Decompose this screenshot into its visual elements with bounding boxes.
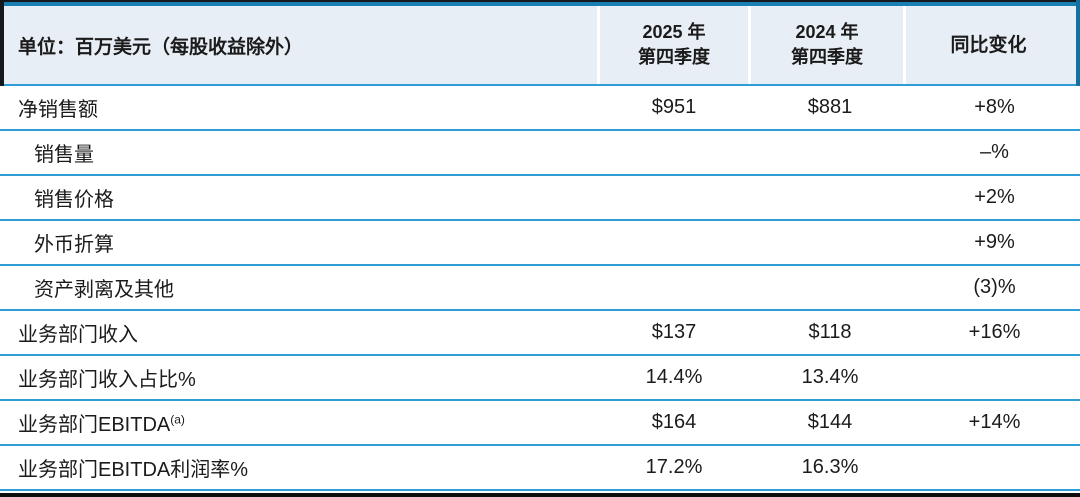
row-label-text: 业务部门收入: [18, 324, 138, 346]
value-q4-2025: $951: [651, 96, 697, 118]
row-label: 业务部门EBITDA利润率%: [0, 453, 597, 482]
screenshot-left-edge: [0, 0, 4, 86]
table-row: 业务部门EBITDA(a) $164 $144 +14%: [0, 401, 1080, 446]
row-label: 业务部门收入占比%: [0, 363, 597, 392]
units-header-cell: 单位：百万美元（每股收益除外）: [18, 36, 304, 58]
table-header-row: 单位：百万美元（每股收益除外） 2025 年 第四季度 2024 年 第四季度 …: [0, 6, 1080, 86]
value-q4-2024: 13.4%: [801, 366, 859, 388]
value-q4-2024: $118: [808, 321, 852, 343]
row-label-text: 外币折算: [34, 234, 114, 256]
row-label: 净销售额: [0, 93, 597, 122]
column-header-q4-2024: 2024 年 第四季度: [748, 6, 903, 84]
value-yoy-change: +2%: [974, 186, 1015, 208]
value-yoy-change: –%: [980, 141, 1009, 163]
value-q4-2025: $164: [651, 411, 697, 433]
table-body: 净销售额 $951 $881 +8% 销售量 –% 销售价格 +2% 外币折算 +9% 资产剥离及其…: [0, 86, 1080, 491]
row-label-text: 销售价格: [34, 189, 114, 211]
row-label: 销售量: [0, 138, 597, 167]
screenshot-right-edge: [1076, 0, 1080, 86]
row-label-text: 资产剥离及其他: [34, 279, 174, 301]
row-label: 外币折算: [0, 228, 597, 257]
top-edge-rule: [0, 0, 1080, 2]
column-header-yoy-change: 同比变化: [903, 6, 1071, 84]
row-label: 销售价格: [0, 183, 597, 212]
row-label: 资产剥离及其他: [0, 273, 597, 302]
table-row: 业务部门EBITDA利润率% 17.2% 16.3%: [0, 446, 1080, 491]
row-label-text: 业务部门收入占比%: [18, 369, 196, 391]
row-label: 业务部门收入: [0, 318, 597, 347]
column-header-q4-2024-line1: 2024 年: [795, 22, 859, 42]
value-q4-2024: 16.3%: [801, 456, 859, 478]
table-row: 资产剥离及其他 (3)%: [0, 266, 1080, 311]
table-row: 外币折算 +9%: [0, 221, 1080, 266]
row-label-text: 净销售额: [18, 99, 98, 121]
table-row: 业务部门收入占比% 14.4% 13.4%: [0, 356, 1080, 401]
footnote-marker: (a): [170, 412, 185, 427]
value-yoy-change: (3)%: [973, 276, 1016, 298]
value-yoy-change: +8%: [974, 96, 1015, 118]
value-q4-2025: 14.4%: [645, 366, 703, 388]
column-header-q4-2025-line2: 第四季度: [638, 47, 710, 67]
value-q4-2025: 17.2%: [645, 456, 703, 478]
value-yoy-change: +9%: [974, 231, 1015, 253]
table-top-rule: [0, 2, 1080, 6]
row-label-text: 销售量: [34, 144, 94, 166]
row-label: 业务部门EBITDA(a): [0, 408, 597, 437]
table-row: 业务部门收入 $137 $118 +16%: [0, 311, 1080, 356]
table-row: 净销售额 $951 $881 +8%: [0, 86, 1080, 131]
table-row: 销售价格 +2%: [0, 176, 1080, 221]
bottom-edge-rule: [0, 493, 1080, 497]
value-q4-2024: $881: [807, 96, 853, 118]
row-label-text: 业务部门EBITDA: [18, 414, 171, 436]
column-header-q4-2025-line1: 2025 年: [642, 22, 706, 42]
column-header-q4-2024-line2: 第四季度: [791, 47, 863, 67]
row-label-text: 业务部门EBITDA利润率%: [18, 459, 249, 481]
value-yoy-change: +16%: [968, 321, 1021, 343]
column-header-q4-2025: 2025 年 第四季度: [597, 6, 748, 84]
value-yoy-change: +14%: [968, 411, 1021, 433]
value-q4-2024: $144: [807, 411, 853, 433]
table-row: 销售量 –%: [0, 131, 1080, 176]
value-q4-2025: $137: [651, 321, 697, 343]
